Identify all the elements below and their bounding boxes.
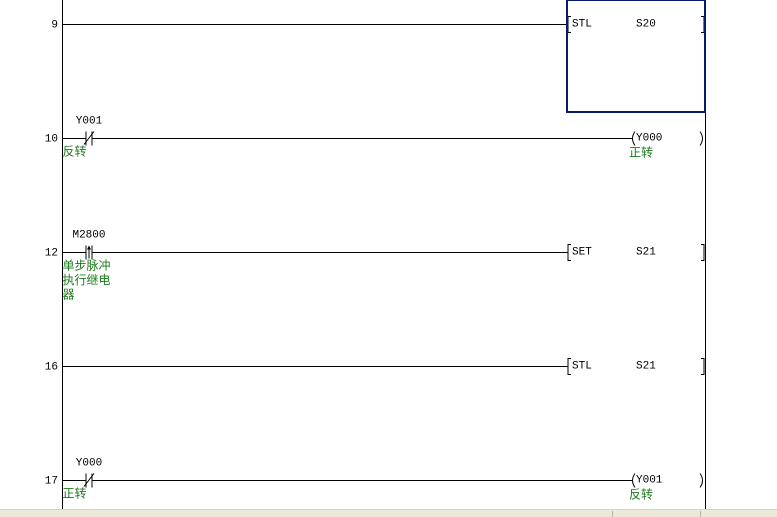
instruction-operand: S21 — [636, 361, 656, 373]
coil-right-paren — [699, 131, 703, 146]
status-bar — [0, 509, 777, 517]
contact-comment: 执行继电 — [63, 273, 111, 287]
status-segment — [700, 511, 701, 517]
coil-comment: 反转 — [629, 487, 653, 502]
instruction-right-bracket — [701, 244, 705, 261]
edit-cursor[interactable] — [566, 0, 706, 113]
step-number: 10 — [45, 134, 58, 146]
instruction-op: STL — [572, 19, 592, 31]
arrow-head-icon — [87, 245, 91, 250]
coil-device: Y001 — [636, 475, 663, 487]
rung[interactable]: 16 STL S21 — [45, 358, 705, 375]
step-number: 16 — [45, 362, 58, 374]
step-number: 17 — [45, 476, 58, 488]
contact-comment: 反转 — [63, 144, 87, 159]
instruction-op: STL — [572, 361, 592, 373]
step-number: 12 — [45, 248, 58, 260]
contact-comment: 正转 — [63, 486, 87, 501]
normally-closed-slash-icon — [83, 473, 95, 487]
contact-device: M2800 — [72, 230, 105, 242]
coil-comment: 正转 — [629, 145, 653, 160]
coil-device: Y000 — [636, 133, 662, 145]
contact-comment: 单步脉冲 — [63, 258, 111, 273]
instruction-right-bracket — [701, 16, 705, 33]
instruction-left-bracket — [567, 244, 571, 261]
contact-device: Y000 — [76, 458, 102, 470]
instruction-left-bracket — [567, 358, 571, 375]
coil-left-paren — [632, 473, 636, 488]
instruction-right-bracket — [701, 358, 705, 375]
normally-closed-slash-icon — [83, 131, 95, 145]
instruction-operand: S21 — [636, 247, 656, 259]
rung[interactable]: 9 STL S20 — [51, 16, 705, 33]
coil-left-paren — [632, 131, 636, 146]
status-segment — [612, 511, 613, 517]
instruction-op: SET — [572, 247, 592, 259]
contact-comment: 器 — [63, 288, 75, 302]
instruction-left-bracket — [567, 16, 571, 33]
step-number: 9 — [51, 20, 58, 32]
coil-right-paren — [699, 473, 703, 488]
contact-device: Y001 — [76, 116, 103, 128]
instruction-operand: S20 — [636, 19, 656, 31]
